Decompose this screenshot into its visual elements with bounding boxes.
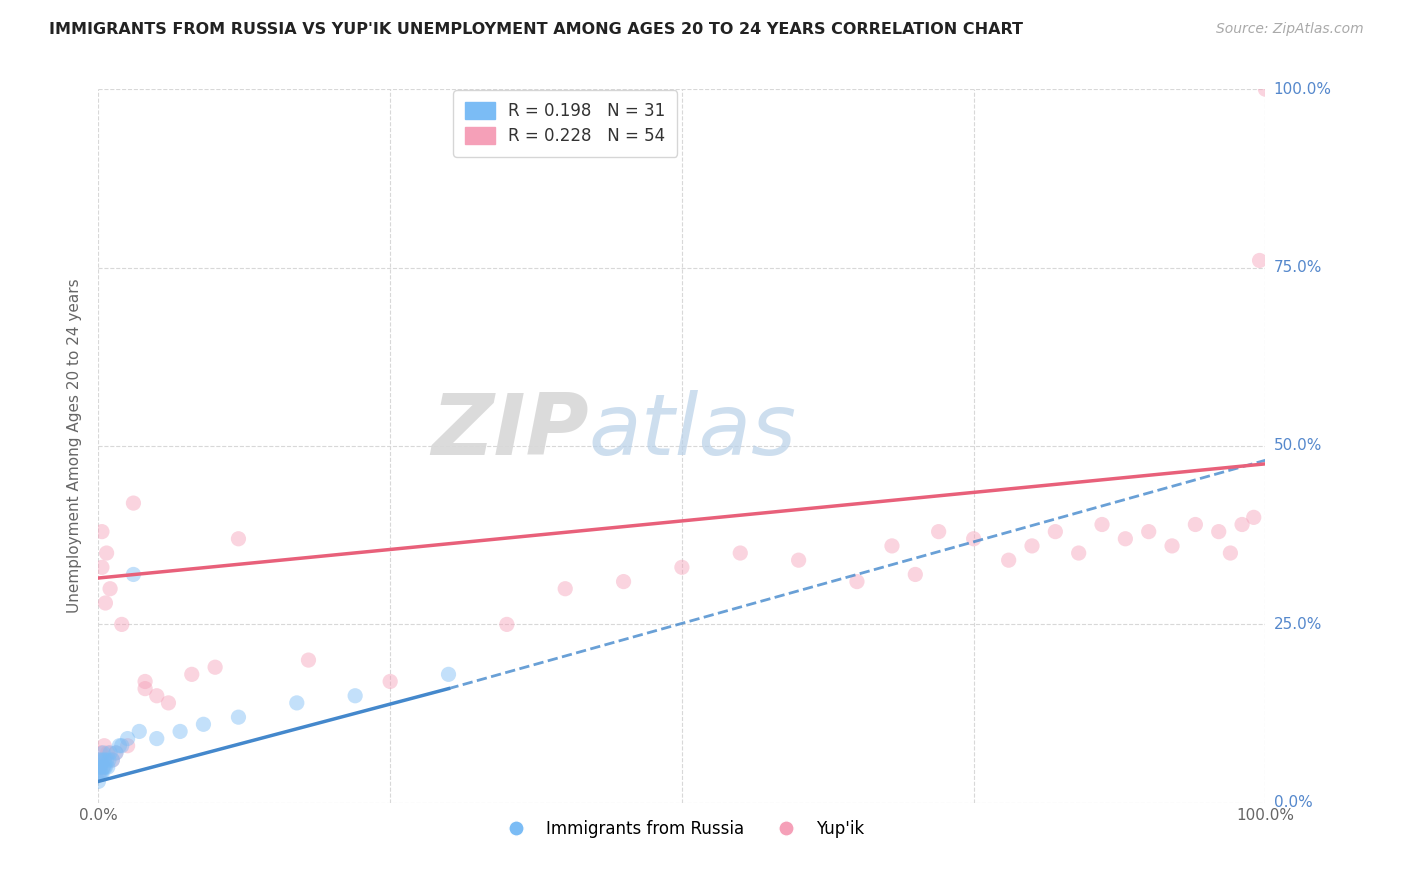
Point — [554, 582, 576, 596]
Text: ZIP: ZIP — [430, 390, 589, 474]
Point — [91, 760, 114, 774]
Point — [846, 574, 869, 589]
Point — [93, 753, 115, 767]
Point — [193, 717, 215, 731]
Point — [285, 696, 308, 710]
Point — [101, 753, 124, 767]
Point — [344, 689, 367, 703]
Point — [90, 767, 112, 781]
Text: Source: ZipAtlas.com: Source: ZipAtlas.com — [1216, 22, 1364, 37]
Point — [90, 760, 112, 774]
Point — [997, 553, 1019, 567]
Point — [104, 746, 127, 760]
Point — [93, 739, 115, 753]
Point — [91, 760, 114, 774]
Point — [108, 739, 131, 753]
Text: 75.0%: 75.0% — [1274, 260, 1322, 275]
Point — [94, 760, 117, 774]
Point — [96, 753, 118, 767]
Point — [98, 582, 121, 596]
Point — [101, 753, 124, 767]
Point — [169, 724, 191, 739]
Point — [97, 746, 120, 760]
Point — [117, 739, 139, 753]
Point — [204, 660, 226, 674]
Point — [90, 746, 112, 760]
Point — [146, 689, 169, 703]
Point — [89, 767, 111, 781]
Point — [97, 760, 120, 774]
Point — [928, 524, 950, 539]
Point — [98, 746, 121, 760]
Point — [94, 596, 117, 610]
Point — [90, 524, 112, 539]
Point — [89, 760, 111, 774]
Point — [228, 710, 250, 724]
Point — [1045, 524, 1067, 539]
Point — [1254, 82, 1277, 96]
Point — [89, 753, 111, 767]
Y-axis label: Unemployment Among Ages 20 to 24 years: Unemployment Among Ages 20 to 24 years — [67, 278, 83, 614]
Point — [671, 560, 693, 574]
Point — [1208, 524, 1230, 539]
Point — [89, 753, 111, 767]
Point — [1243, 510, 1265, 524]
Point — [1161, 539, 1184, 553]
Point — [962, 532, 984, 546]
Point — [111, 739, 134, 753]
Text: 25.0%: 25.0% — [1274, 617, 1322, 632]
Point — [880, 539, 903, 553]
Point — [122, 496, 145, 510]
Point — [93, 760, 115, 774]
Point — [117, 731, 139, 746]
Point — [1137, 524, 1160, 539]
Point — [90, 753, 112, 767]
Point — [90, 560, 112, 574]
Point — [1067, 546, 1090, 560]
Point — [90, 760, 112, 774]
Point — [180, 667, 202, 681]
Point — [613, 574, 636, 589]
Point — [380, 674, 402, 689]
Point — [87, 767, 110, 781]
Point — [89, 760, 111, 774]
Point — [87, 774, 110, 789]
Point — [134, 681, 156, 696]
Point — [228, 532, 250, 546]
Text: 0.0%: 0.0% — [1274, 796, 1312, 810]
Point — [297, 653, 319, 667]
Point — [1114, 532, 1136, 546]
Point — [93, 753, 115, 767]
Text: 50.0%: 50.0% — [1274, 439, 1322, 453]
Point — [437, 667, 460, 681]
Legend: Immigrants from Russia, Yup'ik: Immigrants from Russia, Yup'ik — [494, 814, 870, 845]
Text: 100.0%: 100.0% — [1274, 82, 1331, 96]
Text: IMMIGRANTS FROM RUSSIA VS YUP'IK UNEMPLOYMENT AMONG AGES 20 TO 24 YEARS CORRELAT: IMMIGRANTS FROM RUSSIA VS YUP'IK UNEMPLO… — [49, 22, 1024, 37]
Point — [122, 567, 145, 582]
Point — [496, 617, 519, 632]
Point — [104, 746, 127, 760]
Point — [91, 746, 114, 760]
Point — [1184, 517, 1206, 532]
Point — [787, 553, 810, 567]
Point — [96, 546, 118, 560]
Point — [128, 724, 150, 739]
Point — [157, 696, 180, 710]
Point — [730, 546, 752, 560]
Point — [146, 731, 169, 746]
Point — [134, 674, 156, 689]
Point — [1219, 546, 1241, 560]
Point — [1091, 517, 1114, 532]
Text: atlas: atlas — [589, 390, 797, 474]
Point — [90, 767, 112, 781]
Point — [1021, 539, 1043, 553]
Point — [904, 567, 927, 582]
Point — [1249, 253, 1271, 268]
Point — [97, 753, 120, 767]
Point — [111, 617, 134, 632]
Point — [1230, 517, 1253, 532]
